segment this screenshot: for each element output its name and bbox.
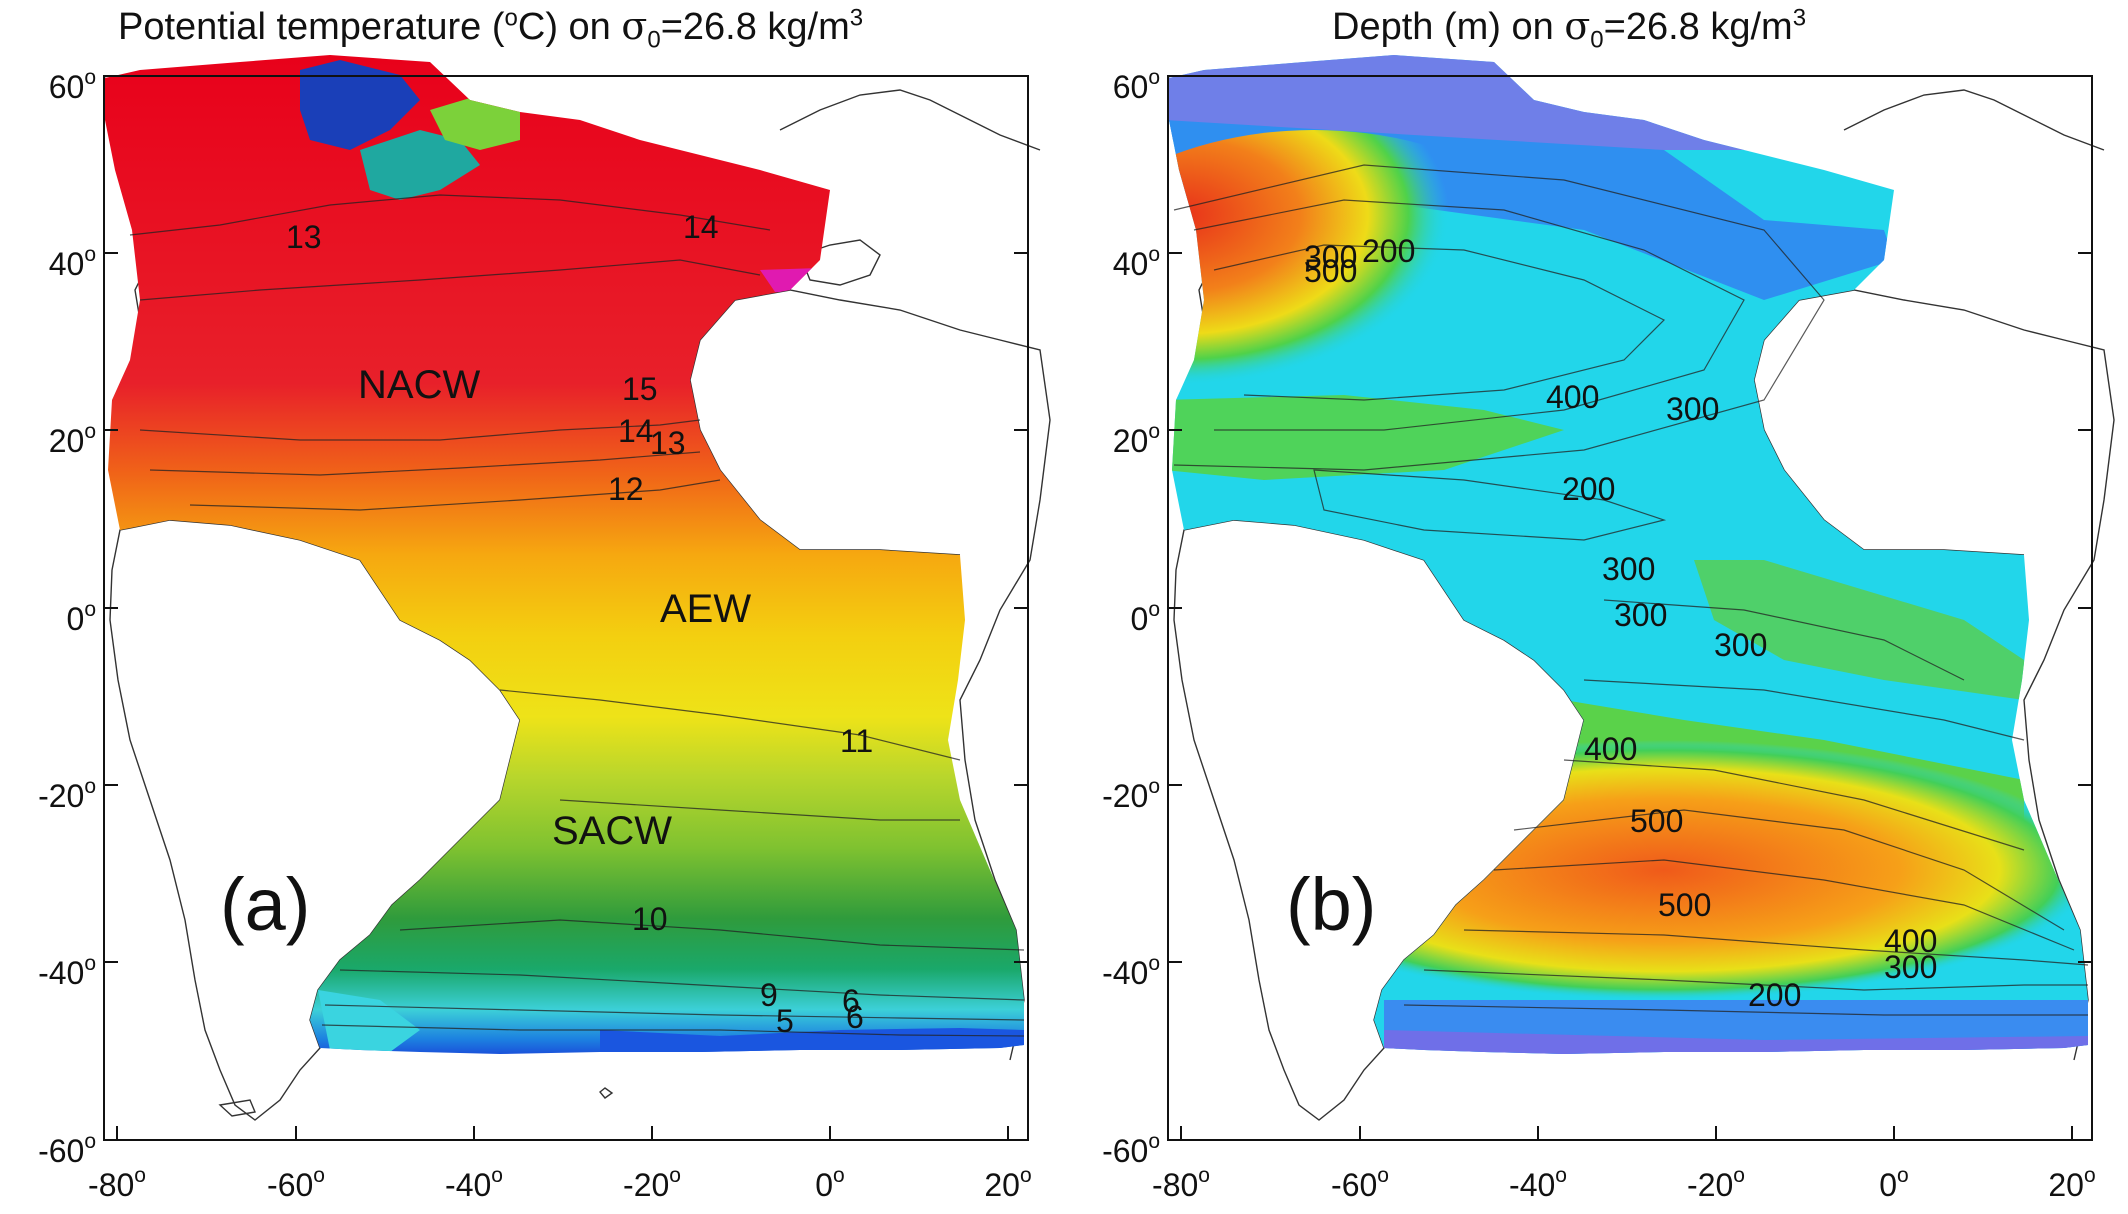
lon-axis — [1180, 1126, 2073, 1140]
panel-letter-b: (b) — [1286, 863, 1376, 946]
lat-tick-label: -40o — [1102, 952, 1160, 991]
lat-tick-label: -20o — [1102, 775, 1160, 814]
lon-tick-labels: -80o -60o -40o -20o 0o 20o — [88, 1164, 1032, 1203]
contour-label: 400 — [1546, 379, 1599, 415]
panel-b-depth: Depth (m) on σ0=26.8 kg/m3 — [1064, 0, 2128, 1214]
depth-contours — [1173, 164, 2089, 1016]
contour-label: 300 — [1714, 627, 1767, 663]
contour-label: 12 — [608, 471, 644, 507]
contour-label: 400 — [1584, 731, 1637, 767]
panel-b-title: Depth (m) on σ0=26.8 kg/m3 — [1332, 4, 1807, 54]
lat-tick-label: -60o — [1102, 1130, 1160, 1169]
water-mass-label-nacw: NACW — [358, 363, 480, 407]
contour-label: 500 — [1658, 887, 1711, 923]
contour-label: 200 — [1562, 471, 1615, 507]
temperature-contour-labels: 13 14 15 14 13 12 11 10 9 5 6 6 — [286, 209, 873, 1039]
contour-label: 500 — [1630, 803, 1683, 839]
contour-label: 300 — [1602, 551, 1655, 587]
lat-tick-label: -20o — [38, 775, 96, 814]
contour-label: 200 — [1748, 977, 1801, 1013]
contour-label: 5 — [776, 1003, 794, 1039]
water-mass-label-aew: AEW — [660, 587, 751, 631]
lon-tick-label: 20o — [984, 1164, 1031, 1203]
lon-tick-label: -20o — [623, 1164, 681, 1203]
contour-label: 13 — [650, 425, 686, 461]
water-mass-label-sacw: SACW — [552, 809, 672, 853]
contour-label: 9 — [760, 977, 778, 1013]
contour-label: 300 — [1304, 239, 1357, 275]
lat-tick-label: 60o — [1113, 66, 1160, 105]
lat-tick-label: 20o — [49, 420, 96, 459]
lat-tick-label: 40o — [49, 243, 96, 282]
panel-letter-a: (a) — [220, 863, 310, 946]
panel-a-title: Potential temperature (oC) on σ0=26.8 kg… — [118, 4, 864, 54]
depth-field — [1169, 55, 2088, 1054]
depth-contour-labels: 300 500 200 400 300 200 300 300 300 400 … — [1304, 233, 1937, 1013]
lon-tick-label: 20o — [2048, 1164, 2095, 1203]
lon-tick-label: -60o — [1331, 1164, 1389, 1203]
lat-tick-labels: 60o 40o 20o 0o -20o -40o -60o — [38, 66, 96, 1169]
contour-label: 15 — [622, 371, 658, 407]
contour-label: 6 — [842, 983, 860, 1019]
lat-tick-label: 20o — [1113, 420, 1160, 459]
contour-label: 400 — [1884, 923, 1937, 959]
lon-tick-label: -80o — [1152, 1164, 1210, 1203]
lon-axis — [116, 1126, 1009, 1140]
temperature-contours — [129, 194, 1025, 1037]
contour-label: 14 — [683, 209, 719, 245]
panel-a-potential-temperature: Potential temperature (oC) on σ0=26.8 kg… — [38, 4, 1051, 1203]
panel-a-map: 13 14 15 14 13 12 11 10 9 5 6 6 NACW AEW… — [38, 55, 1051, 1203]
lat-tick-labels: 60o 40o 20o 0o -20o -40o -60o — [1102, 66, 1160, 1169]
lat-axis — [104, 75, 1028, 1141]
lon-tick-label: -40o — [445, 1164, 503, 1203]
lat-tick-label: 0o — [67, 598, 96, 637]
lat-tick-label: 0o — [1131, 598, 1160, 637]
lon-tick-labels: -80o -60o -40o -20o 0o 20o — [1152, 1164, 2096, 1203]
lon-tick-label: -40o — [1509, 1164, 1567, 1203]
lat-tick-label: -40o — [38, 952, 96, 991]
contour-label: 300 — [1614, 597, 1667, 633]
contour-label: 14 — [618, 413, 654, 449]
lat-tick-label: 40o — [1113, 243, 1160, 282]
contour-label: 13 — [286, 219, 322, 255]
lon-tick-label: -20o — [1687, 1164, 1745, 1203]
panel-b-map: 300 500 200 400 300 200 300 300 300 400 … — [1102, 55, 2115, 1203]
contour-label: 500 — [1304, 253, 1357, 289]
lon-tick-label: 0o — [1879, 1164, 1908, 1203]
lat-tick-label: -60o — [38, 1130, 96, 1169]
lon-tick-label: -60o — [267, 1164, 325, 1203]
contour-label: 200 — [1362, 233, 1415, 269]
contour-label: 6 — [846, 999, 864, 1035]
lat-tick-label: 60o — [49, 66, 96, 105]
contour-label: 300 — [1666, 391, 1719, 427]
lon-tick-label: -80o — [88, 1164, 146, 1203]
contour-label: 11 — [840, 723, 873, 759]
lon-tick-label: 0o — [815, 1164, 844, 1203]
lat-axis — [1168, 75, 2092, 1141]
contour-label: 10 — [632, 901, 668, 937]
contour-label: 300 — [1884, 949, 1937, 985]
